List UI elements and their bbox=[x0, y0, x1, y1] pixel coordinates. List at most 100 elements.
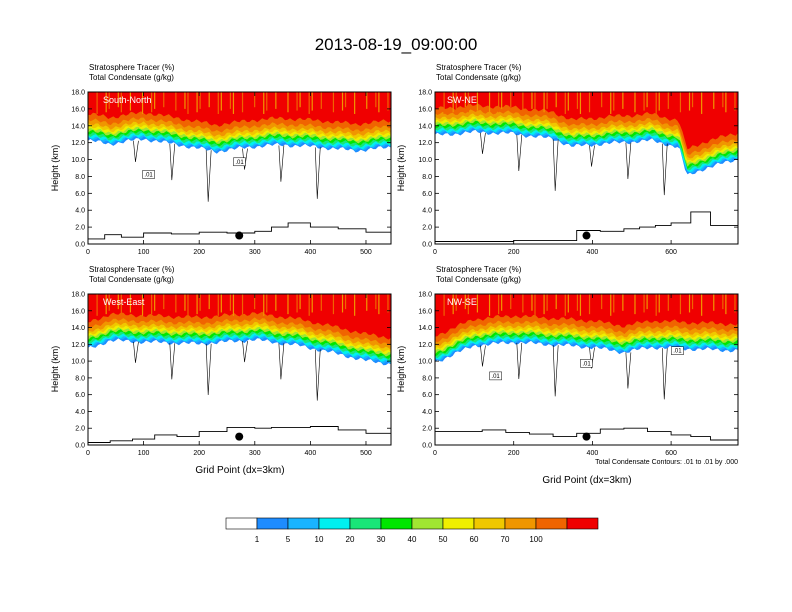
colorbar-swatch bbox=[473, 517, 506, 530]
panel-field-label: Stratosphere Tracer (%) bbox=[436, 63, 522, 72]
panel-field2-label: Total Condensate (g/kg) bbox=[89, 73, 174, 82]
x-tick-label: 600 bbox=[665, 450, 677, 457]
condensate-label: .01 bbox=[673, 349, 682, 355]
y-tick-label: 14.0 bbox=[418, 325, 432, 332]
y-tick-label: 2.0 bbox=[422, 426, 432, 433]
condensate-label-box bbox=[671, 346, 684, 355]
plot-area: 0.0 2.0 4.0 6.0 8.0 10.0 12.0 14.0 16.0 18.0 0 100 2… bbox=[71, 292, 392, 457]
x-tick-label: 0 bbox=[433, 450, 437, 457]
colorbar-swatch bbox=[225, 517, 258, 530]
y-tick-label: 12.0 bbox=[71, 140, 85, 147]
y-axis-label: Height (km) bbox=[396, 346, 406, 393]
condensate-label-box bbox=[233, 157, 246, 167]
panel-field2-label: Total Condensate (g/kg) bbox=[436, 275, 521, 284]
terrain-line bbox=[88, 426, 391, 443]
terrain-line bbox=[88, 222, 391, 240]
x-tick-label: 200 bbox=[508, 249, 520, 256]
x-tick-label: 200 bbox=[193, 249, 205, 256]
y-tick-label: 12.0 bbox=[418, 140, 432, 147]
y-tick-label: 4.0 bbox=[422, 208, 432, 215]
y-tick-label: 8.0 bbox=[422, 375, 432, 382]
plot-frame bbox=[87, 91, 392, 245]
y-axis-label: Height (km) bbox=[396, 145, 406, 192]
plot-area: 0.0 2.0 4.0 6.0 8.0 10.0 12.0 14.0 16.0 18.0 0 200 4… bbox=[418, 90, 739, 256]
condensate-contour bbox=[314, 349, 321, 401]
x-tick-label: 400 bbox=[587, 450, 599, 457]
colorbar-label: 1 bbox=[255, 535, 260, 544]
panel-name: SW-NE bbox=[447, 95, 477, 105]
y-tick-label: 4.0 bbox=[75, 208, 85, 215]
y-tick-label: 14.0 bbox=[418, 123, 432, 130]
x-tick-label: 400 bbox=[587, 249, 599, 256]
y-tick-label: 18.0 bbox=[418, 292, 432, 299]
tracer-field: .01 .01 bbox=[88, 92, 391, 240]
condensate-label-box bbox=[580, 359, 593, 368]
location-dot bbox=[235, 231, 244, 240]
location-dot bbox=[582, 231, 591, 240]
condensate-contour bbox=[589, 145, 595, 167]
colorbar-swatch bbox=[380, 517, 413, 530]
x-tick-label: 200 bbox=[193, 450, 205, 457]
x-tick-label: 300 bbox=[249, 450, 261, 457]
x-tick-label: 0 bbox=[433, 249, 437, 256]
colorbar-label: 10 bbox=[315, 535, 324, 544]
condensate-contour bbox=[552, 139, 559, 191]
colorbar-label: 60 bbox=[470, 535, 479, 544]
x-tick-label: 600 bbox=[665, 249, 677, 256]
colorbar-label: 5 bbox=[286, 535, 291, 544]
colorbar-swatch bbox=[442, 517, 475, 530]
condensate-contour bbox=[205, 343, 212, 395]
colorbar-swatch bbox=[256, 517, 289, 530]
condensate-contour bbox=[552, 345, 559, 397]
tracer-field bbox=[435, 92, 738, 242]
colorbar-swatch bbox=[411, 517, 444, 530]
condensate-contour bbox=[589, 347, 595, 369]
x-tick-label: 500 bbox=[360, 450, 372, 457]
y-tick-label: 6.0 bbox=[422, 392, 432, 399]
condensate-contour bbox=[314, 147, 321, 199]
y-tick-label: 12.0 bbox=[71, 342, 85, 349]
condensate-contour bbox=[205, 150, 212, 202]
y-tick-label: 8.0 bbox=[422, 174, 432, 181]
y-tick-label: 18.0 bbox=[418, 90, 432, 97]
panel-field-label: Stratosphere Tracer (%) bbox=[436, 265, 522, 274]
y-tick-label: 6.0 bbox=[75, 191, 85, 198]
y-tick-label: 2.0 bbox=[75, 426, 85, 433]
panel-south-north: Stratosphere Tracer (%) Total Condensate… bbox=[50, 63, 392, 256]
y-tick-label: 16.0 bbox=[418, 308, 432, 315]
y-axis-label: Height (km) bbox=[50, 145, 60, 192]
colorbar-label: 30 bbox=[377, 535, 386, 544]
y-tick-label: 10.0 bbox=[71, 157, 85, 164]
condensate-contour bbox=[661, 348, 668, 400]
x-tick-label: 500 bbox=[360, 249, 372, 256]
panel-field2-label: Total Condensate (g/kg) bbox=[89, 275, 174, 284]
panel-field-label: Stratosphere Tracer (%) bbox=[89, 265, 175, 274]
colorbar-swatch bbox=[535, 517, 568, 530]
y-tick-label: 18.0 bbox=[71, 292, 85, 299]
y-tick-label: 2.0 bbox=[422, 225, 432, 232]
y-tick-label: 0.0 bbox=[422, 242, 432, 249]
condensate-label: .01 bbox=[235, 160, 244, 166]
x-tick-label: 200 bbox=[508, 450, 520, 457]
y-tick-label: 0.0 bbox=[75, 443, 85, 450]
condensate-contour bbox=[242, 341, 248, 363]
y-tick-label: 2.0 bbox=[75, 225, 85, 232]
y-tick-label: 18.0 bbox=[71, 90, 85, 97]
x-tick-label: 0 bbox=[86, 450, 90, 457]
condensate-label-box bbox=[489, 371, 502, 381]
condensate-contour bbox=[169, 143, 176, 181]
condensate-contour bbox=[480, 132, 486, 154]
colorbar-label: 50 bbox=[439, 535, 448, 544]
tracer-field: .01 .01 .01 bbox=[435, 294, 738, 443]
condensate-contour bbox=[480, 345, 486, 367]
condensate-label: .01 bbox=[491, 374, 500, 380]
x-tick-label: 100 bbox=[138, 450, 150, 457]
x-tick-label: 400 bbox=[305, 249, 317, 256]
condensate-contour bbox=[625, 142, 632, 179]
panel-sw-ne: Stratosphere Tracer (%) Total Condensate… bbox=[396, 63, 739, 256]
colorbar-label: 20 bbox=[346, 535, 355, 544]
condensate-contour bbox=[516, 342, 523, 379]
condensate-contour bbox=[516, 134, 523, 171]
x-tick-label: 100 bbox=[138, 249, 150, 256]
plot-area: .01 .01 0.0 2.0 4.0 6.0 8.0 10.0 12.0 14.0 16.0 18.… bbox=[71, 90, 392, 256]
